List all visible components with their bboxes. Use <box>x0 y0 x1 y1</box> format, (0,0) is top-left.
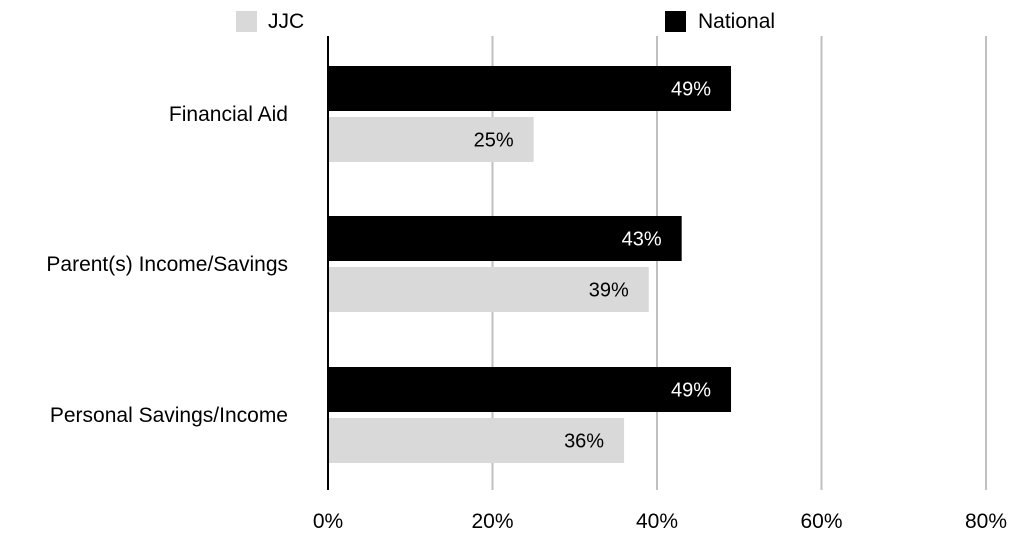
bar-jjc-0 <box>328 117 534 162</box>
x-tick-labels: 0% 20% 40% 60% 80% <box>313 510 1007 533</box>
category-label: Financial Aid <box>169 103 288 126</box>
data-label: 39% <box>589 280 629 302</box>
x-tick-label: 0% <box>313 510 343 533</box>
legend-swatch-jjc <box>236 11 257 32</box>
bar-national-2 <box>328 367 732 412</box>
legend: JJC National <box>236 10 775 33</box>
bars: 49% 25% 43% 39% 49% 36% <box>328 66 732 463</box>
bar-jjc-2 <box>328 418 625 463</box>
legend-label-national: National <box>698 10 775 33</box>
x-tick-label: 80% <box>965 510 1007 533</box>
data-label: 49% <box>671 380 711 402</box>
data-label: 43% <box>622 229 662 251</box>
category-labels: Financial Aid Parent(s) Income/Savings Per… <box>46 103 288 427</box>
data-label: 36% <box>564 431 604 453</box>
bar-jjc-1 <box>328 267 649 312</box>
x-tick-label: 40% <box>636 510 678 533</box>
bar-national-1 <box>328 216 682 261</box>
data-label: 49% <box>671 79 711 101</box>
legend-swatch-national <box>665 11 686 32</box>
category-label: Personal Savings/Income <box>50 404 288 427</box>
x-tick-label: 60% <box>800 510 842 533</box>
legend-label-jjc: JJC <box>268 10 304 33</box>
x-tick-label: 20% <box>471 510 513 533</box>
bar-national-0 <box>328 66 732 111</box>
data-label: 25% <box>474 130 514 152</box>
category-label: Parent(s) Income/Savings <box>46 253 288 276</box>
gridlines <box>491 36 987 490</box>
